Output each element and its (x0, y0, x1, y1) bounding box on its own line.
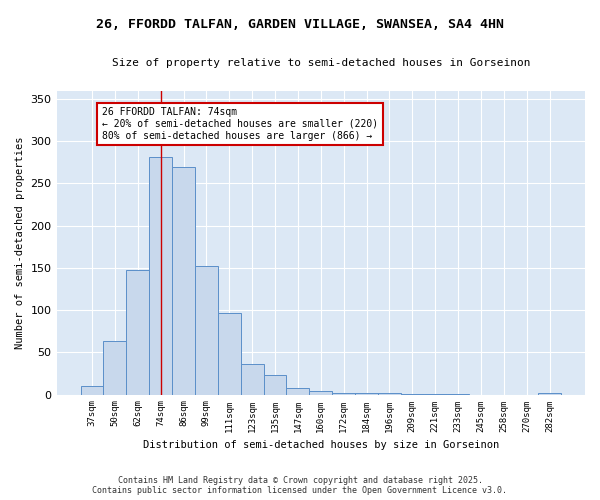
Text: 26 FFORDD TALFAN: 74sqm
← 20% of semi-detached houses are smaller (220)
80% of s: 26 FFORDD TALFAN: 74sqm ← 20% of semi-de… (102, 108, 379, 140)
Y-axis label: Number of semi-detached properties: Number of semi-detached properties (15, 136, 25, 349)
Bar (263, 375, 286, 394)
Bar (127, 270, 149, 394)
Bar (172, 166, 195, 394)
Text: Contains HM Land Registry data © Crown copyright and database right 2025.
Contai: Contains HM Land Registry data © Crown c… (92, 476, 508, 495)
Text: 26, FFORDD TALFAN, GARDEN VILLAGE, SWANSEA, SA4 4HN: 26, FFORDD TALFAN, GARDEN VILLAGE, SWANS… (96, 18, 504, 30)
Bar (355, 393, 378, 394)
Bar (332, 393, 355, 394)
Bar (241, 364, 263, 394)
Bar (149, 157, 172, 394)
Bar (286, 388, 310, 394)
Bar (378, 393, 401, 394)
Bar (310, 391, 332, 394)
Bar (538, 393, 561, 394)
X-axis label: Distribution of semi-detached houses by size in Gorseinon: Distribution of semi-detached houses by … (143, 440, 499, 450)
Bar (103, 342, 127, 394)
Title: Size of property relative to semi-detached houses in Gorseinon: Size of property relative to semi-detach… (112, 58, 530, 68)
Bar (80, 386, 103, 394)
Bar (195, 266, 218, 394)
Bar (218, 312, 241, 394)
